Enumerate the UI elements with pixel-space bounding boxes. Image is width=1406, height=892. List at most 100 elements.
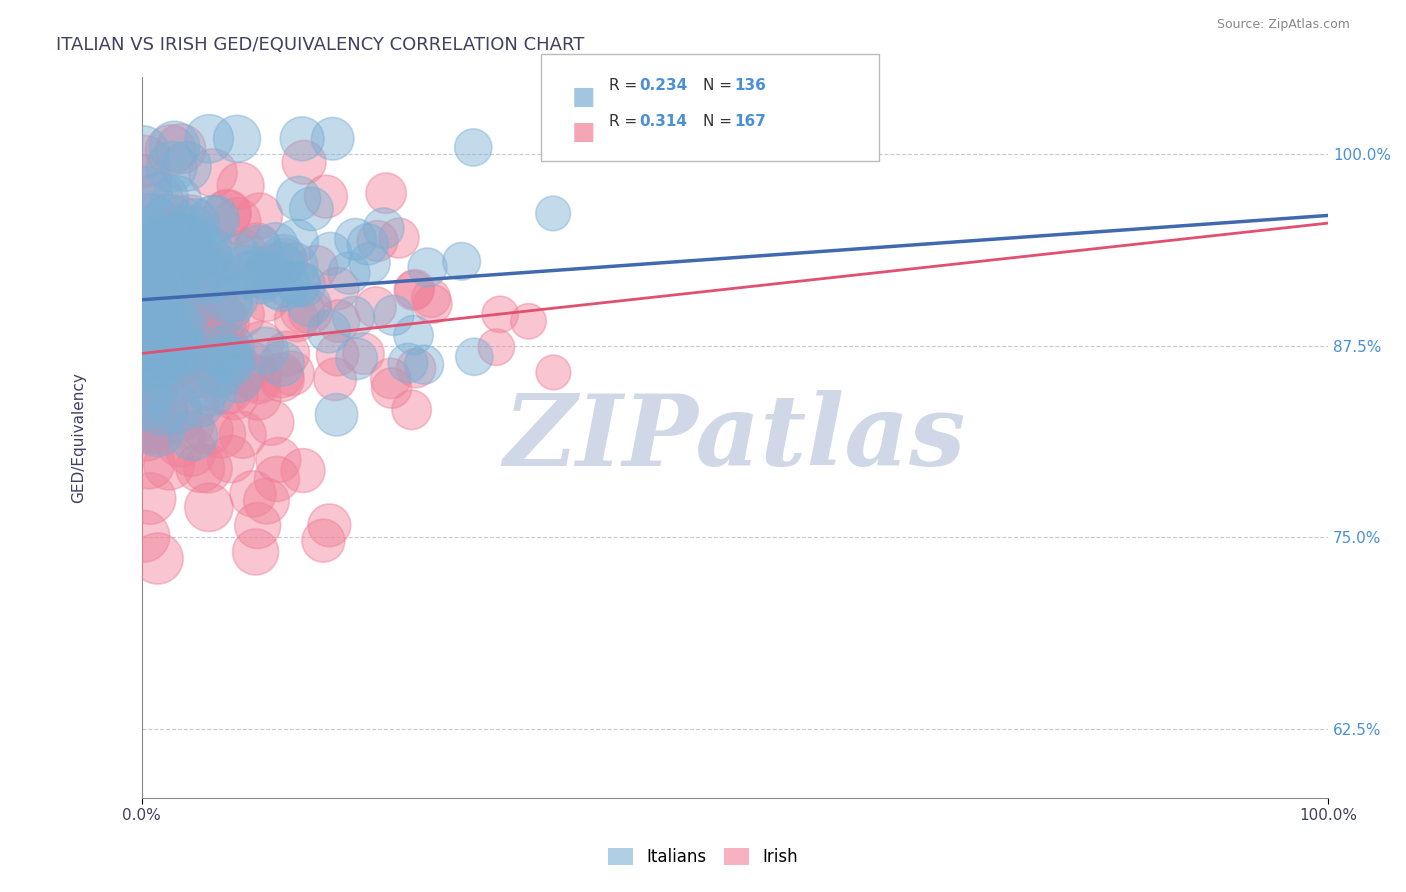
Italians: [416, 260, 439, 275]
Irish: [420, 291, 443, 305]
Italians: [138, 273, 160, 287]
Italians: [132, 295, 155, 310]
Irish: [211, 427, 233, 442]
Irish: [132, 154, 155, 169]
Italians: [181, 223, 204, 237]
Text: N =: N =: [703, 78, 737, 94]
Italians: [173, 305, 195, 319]
Italians: [134, 387, 156, 401]
Irish: [323, 372, 346, 386]
Italians: [273, 250, 295, 264]
Italians: [162, 351, 184, 366]
Italians: [205, 343, 228, 358]
Italians: [173, 342, 195, 356]
Italians: [148, 314, 170, 328]
Irish: [188, 461, 211, 475]
Italians: [382, 309, 405, 323]
Irish: [139, 244, 162, 258]
Irish: [136, 271, 159, 285]
Italians: [359, 256, 381, 270]
Irish: [405, 361, 427, 376]
Italians: [165, 401, 187, 416]
Irish: [139, 414, 162, 428]
Italians: [221, 355, 243, 369]
Irish: [132, 416, 155, 430]
Irish: [132, 343, 155, 357]
Irish: [132, 301, 155, 316]
Irish: [170, 224, 193, 238]
Irish: [247, 390, 270, 404]
Irish: [176, 293, 198, 308]
Italians: [247, 241, 270, 255]
Italians: [325, 408, 347, 422]
Irish: [214, 315, 236, 329]
Irish: [328, 314, 350, 328]
Irish: [141, 421, 163, 435]
Irish: [157, 343, 180, 358]
Italians: [150, 354, 173, 368]
Irish: [326, 348, 349, 362]
Italians: [183, 274, 205, 288]
Irish: [159, 143, 181, 157]
Irish: [132, 384, 155, 399]
Italians: [277, 277, 299, 292]
Text: Source: ZipAtlas.com: Source: ZipAtlas.com: [1216, 18, 1350, 31]
Italians: [150, 402, 173, 417]
Irish: [163, 338, 186, 352]
Irish: [184, 311, 207, 326]
Italians: [142, 243, 165, 257]
Italians: [166, 321, 188, 335]
Italians: [135, 186, 157, 200]
Irish: [270, 368, 292, 383]
Text: 136: 136: [734, 78, 766, 94]
Italians: [217, 354, 239, 368]
Irish: [195, 242, 218, 256]
Italians: [139, 212, 162, 227]
Irish: [138, 343, 160, 358]
Text: 167: 167: [734, 114, 766, 129]
Italians: [170, 231, 193, 245]
Italians: [191, 261, 214, 276]
Irish: [172, 351, 194, 365]
Irish: [174, 348, 197, 362]
Italians: [344, 232, 367, 246]
Irish: [218, 383, 240, 397]
Irish: [517, 314, 540, 328]
Italians: [143, 377, 166, 392]
Irish: [134, 369, 156, 384]
Irish: [198, 260, 221, 274]
Italians: [292, 278, 315, 293]
Italians: [138, 259, 160, 273]
Italians: [249, 274, 271, 288]
Irish: [139, 352, 162, 367]
Irish: [135, 352, 157, 367]
Irish: [221, 350, 243, 364]
Irish: [250, 337, 273, 351]
Italians: [184, 216, 207, 230]
Irish: [174, 240, 197, 254]
Italians: [357, 237, 380, 252]
Italians: [256, 266, 278, 280]
Italians: [218, 300, 240, 314]
Irish: [212, 311, 235, 326]
Irish: [229, 178, 252, 193]
Italians: [450, 254, 472, 268]
Irish: [146, 192, 169, 206]
Irish: [229, 308, 252, 322]
Irish: [305, 260, 328, 274]
Italians: [342, 310, 364, 325]
Text: R =: R =: [609, 114, 643, 129]
Irish: [183, 393, 205, 408]
Italians: [271, 282, 294, 296]
Italians: [150, 341, 173, 355]
Irish: [245, 545, 267, 559]
Irish: [274, 253, 297, 268]
Italians: [136, 236, 159, 251]
Italians: [145, 297, 167, 311]
Irish: [184, 317, 207, 331]
Italians: [134, 257, 156, 271]
Italians: [402, 328, 425, 343]
Irish: [242, 487, 264, 501]
Irish: [141, 356, 163, 370]
Italians: [155, 278, 177, 293]
